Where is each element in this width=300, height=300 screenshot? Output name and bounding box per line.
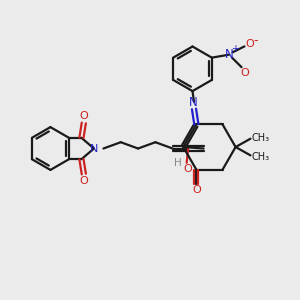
Text: O: O <box>192 185 201 196</box>
Text: -: - <box>254 34 258 47</box>
Text: O: O <box>184 164 193 174</box>
Text: N: N <box>225 48 233 61</box>
Text: CH₃: CH₃ <box>252 133 270 142</box>
Text: O: O <box>245 39 254 49</box>
Text: CH₃: CH₃ <box>252 152 270 161</box>
Text: O: O <box>80 111 88 122</box>
Text: H: H <box>175 158 182 168</box>
Text: O: O <box>80 176 88 186</box>
Text: N: N <box>90 143 98 154</box>
Text: +: + <box>231 44 239 54</box>
Text: O: O <box>240 68 249 78</box>
Text: N: N <box>189 96 198 109</box>
